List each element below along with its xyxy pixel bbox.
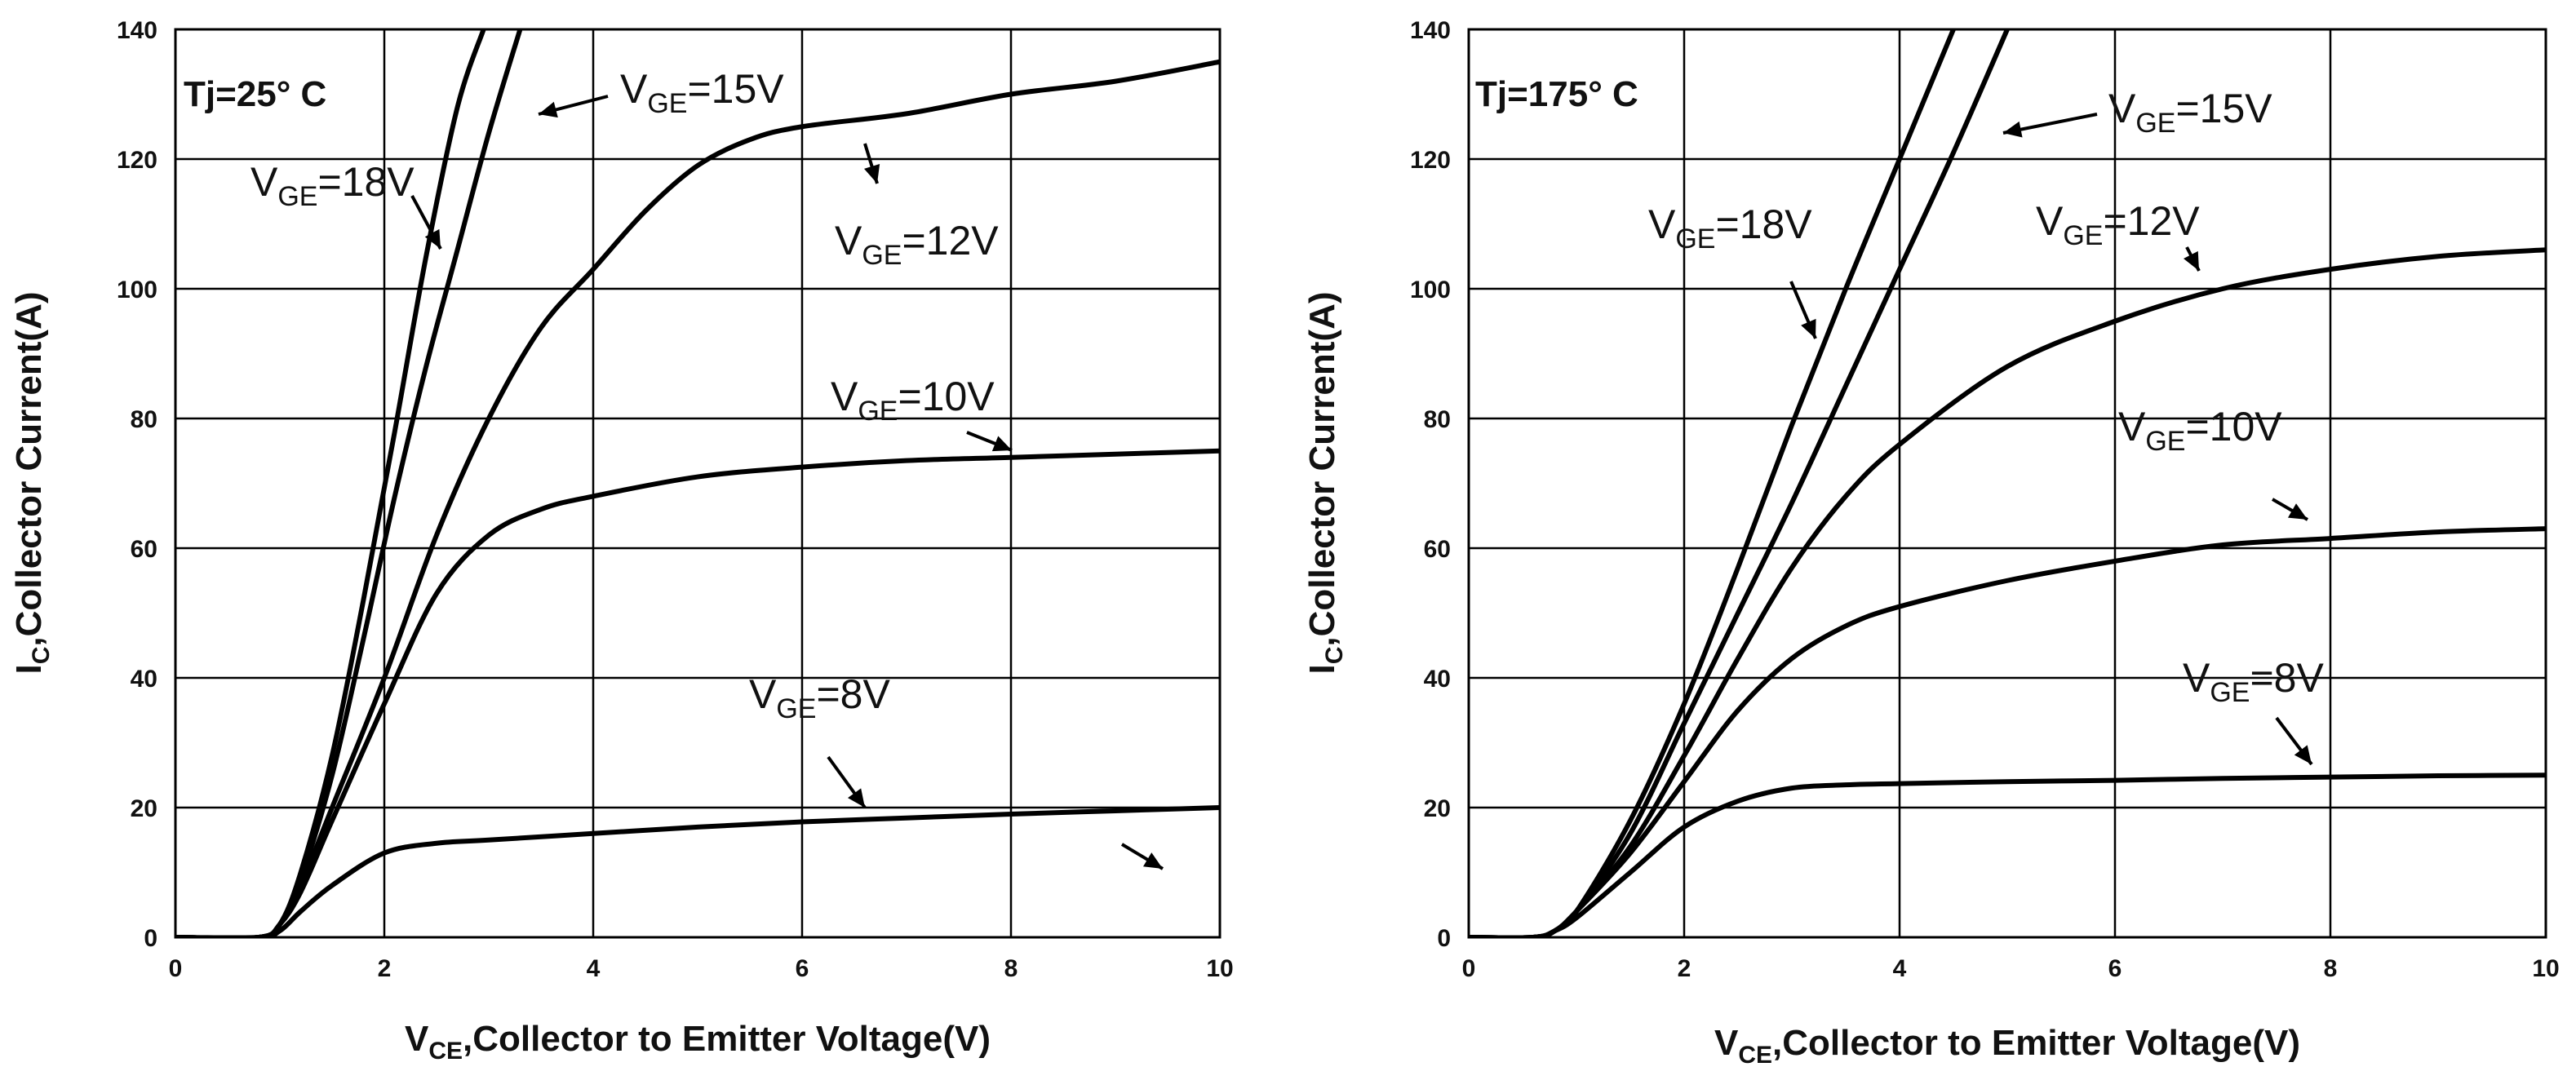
series-line-vge-18v xyxy=(1469,29,1956,937)
annotation-arrow xyxy=(1120,843,1164,870)
temperature-annotation: Tj=175° C xyxy=(1475,74,1638,114)
series-line-vge-8v xyxy=(1469,772,2546,937)
y-axis-label: IC,Collector Current(A) xyxy=(1302,291,1348,674)
y-tick-label: 20 xyxy=(1424,795,1451,822)
y-tick-label: 80 xyxy=(1424,406,1451,433)
series-line-vge-8v xyxy=(175,805,1220,937)
y-tick-label: 80 xyxy=(131,406,157,433)
annotation-arrow xyxy=(2271,498,2309,521)
series-line-vge-10v xyxy=(1469,526,2546,937)
annotation-arrow xyxy=(1789,281,1817,339)
y-tick-label: 140 xyxy=(1410,17,1451,44)
series-label: VGE=18V xyxy=(251,159,415,212)
series-label: VGE=12V xyxy=(835,218,999,271)
y-tick-label: 20 xyxy=(131,795,157,822)
series-label: VGE=10V xyxy=(831,374,995,427)
annotation-arrow xyxy=(2184,246,2201,272)
x-tick-label: 10 xyxy=(1206,955,1233,982)
series-label: VGE=8V xyxy=(2183,655,2324,708)
annotation-arrow xyxy=(538,95,609,118)
series-line-vge-12v xyxy=(175,59,1220,937)
series-label: VGE=12V xyxy=(2036,198,2200,251)
x-tick-label: 2 xyxy=(378,955,392,982)
annotation-arrow xyxy=(410,195,442,250)
y-tick-label: 0 xyxy=(144,925,157,952)
series-line-vge-10v xyxy=(175,448,1220,937)
plot-frame xyxy=(1467,28,2547,939)
y-tick-label: 140 xyxy=(117,17,157,44)
x-tick-label: 10 xyxy=(2532,955,2559,982)
y-tick-label: 40 xyxy=(131,666,157,693)
y-tick-label: 60 xyxy=(131,536,157,563)
x-tick-label: 0 xyxy=(169,955,183,982)
x-tick-label: 4 xyxy=(1893,955,1907,982)
y-tick-label: 100 xyxy=(117,277,157,303)
annotation-arrow xyxy=(966,431,1013,452)
x-tick-label: 4 xyxy=(587,955,601,982)
plot-frame xyxy=(174,28,1221,939)
annotation-arrow xyxy=(2002,113,2098,138)
x-tick-label: 6 xyxy=(796,955,809,982)
y-tick-label: 40 xyxy=(1424,666,1451,693)
x-axis-label: VCE,Collector to Emitter Voltage(V) xyxy=(1714,1023,2300,1069)
y-axis-label: IC,Collector Current(A) xyxy=(9,291,55,674)
y-tick-label: 120 xyxy=(1410,147,1451,174)
series-label: VGE=15V xyxy=(2108,86,2272,139)
annotation-arrow xyxy=(863,143,880,184)
x-tick-label: 8 xyxy=(1004,955,1018,982)
series-label: VGE=10V xyxy=(2118,404,2282,457)
series-label: VGE=18V xyxy=(1648,201,1812,255)
series-label: VGE=8V xyxy=(749,671,890,724)
annotation-arrow xyxy=(827,755,867,809)
x-tick-label: 8 xyxy=(2324,955,2338,982)
temperature-annotation: Tj=25° C xyxy=(184,74,326,114)
y-tick-label: 60 xyxy=(1424,536,1451,563)
x-tick-label: 0 xyxy=(1462,955,1476,982)
y-tick-label: 0 xyxy=(1437,925,1451,952)
series-label: VGE=15V xyxy=(620,66,784,119)
x-axis-label: VCE,Collector to Emitter Voltage(V) xyxy=(405,1019,991,1065)
annotation-arrow xyxy=(2275,716,2313,766)
x-tick-label: 2 xyxy=(1678,955,1691,982)
y-tick-label: 100 xyxy=(1410,277,1451,303)
x-tick-label: 6 xyxy=(2108,955,2122,982)
y-tick-label: 120 xyxy=(117,147,157,174)
